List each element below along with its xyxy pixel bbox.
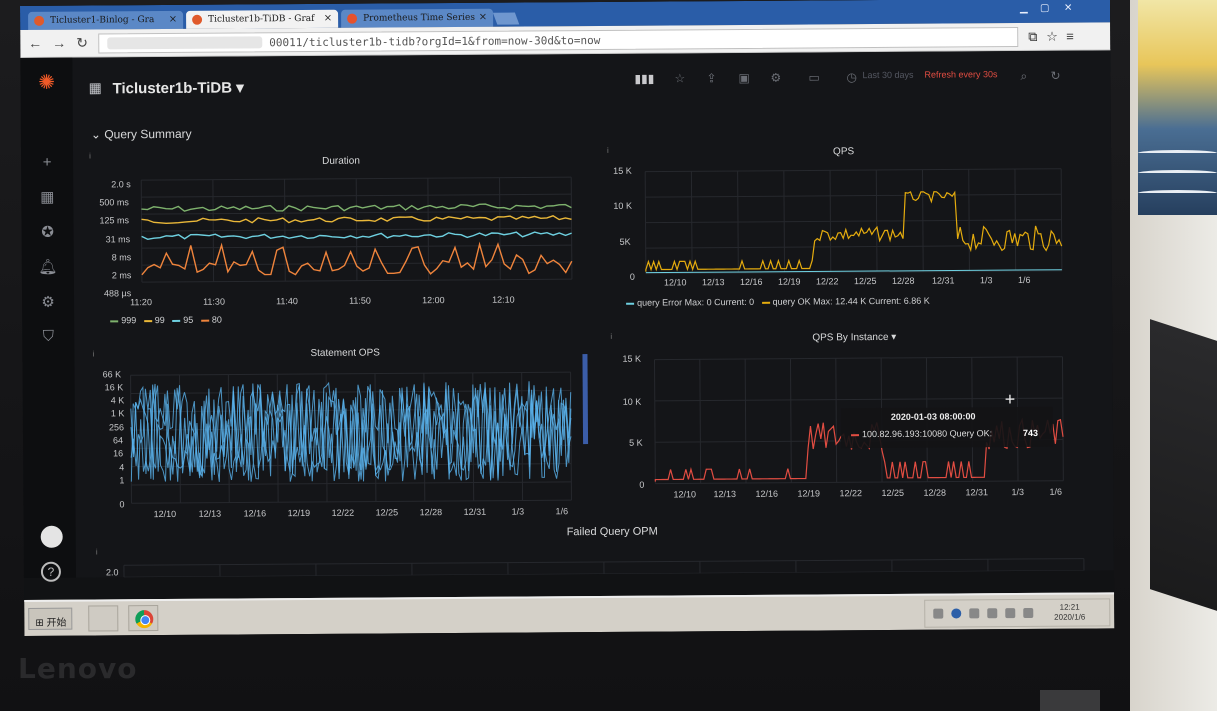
- monitor-stand: [1150, 319, 1217, 611]
- grid-line: [645, 168, 1062, 173]
- tooltip-series: 100.82.96.193:10080 Query OK:: [851, 428, 992, 439]
- grafana-favicon-icon: [192, 14, 203, 25]
- tab-binlog[interactable]: Ticluster1-Binlog - Gra ×: [28, 10, 184, 30]
- query-error-line: [645, 269, 1062, 274]
- maximize-icon[interactable]: ▢: [1040, 2, 1050, 14]
- tooltip-time: 2020-01-03 08:00:00: [890, 411, 976, 422]
- close-tab-icon[interactable]: ×: [478, 11, 488, 23]
- menu-icon[interactable]: ≡: [1066, 28, 1074, 44]
- grid-line: [141, 176, 572, 181]
- grid-line: [130, 375, 132, 504]
- windows-taskbar: ⊞ 开始 12:21 2020/1/6: [24, 592, 1115, 636]
- grafana-favicon-icon: [34, 15, 45, 26]
- grid-line: [227, 374, 230, 503]
- laptop-brand-logo: Lenovo: [18, 652, 138, 685]
- tray-icon[interactable]: [1023, 607, 1034, 619]
- laptop-hinge: [1040, 690, 1100, 711]
- grid-line: [645, 219, 1062, 224]
- help-tray-icon[interactable]: [951, 608, 962, 619]
- series-95-line: [141, 231, 572, 241]
- grid-line: [645, 244, 1062, 249]
- close-window-icon[interactable]: ✕: [1064, 2, 1073, 14]
- series-999-line: [141, 203, 572, 212]
- grid-line: [835, 358, 838, 483]
- grid-line: [130, 389, 571, 395]
- tab-tidb[interactable]: Ticluster1b-TiDB - Graf ×: [186, 9, 339, 29]
- grid-line: [131, 481, 572, 486]
- reload-icon[interactable]: ↻: [76, 34, 89, 51]
- chart-canvas: [123, 168, 1085, 578]
- start-button[interactable]: ⊞ 开始: [28, 607, 73, 630]
- back-icon[interactable]: ←: [28, 34, 43, 51]
- grid-line: [131, 444, 572, 449]
- chrome-icon: [135, 610, 154, 629]
- tab-prometheus[interactable]: Prometheus Time Series ×: [341, 8, 494, 28]
- taskbar-app-chrome[interactable]: [128, 605, 159, 632]
- grid-line: [141, 227, 572, 232]
- system-tray: 12:21 2020/1/6: [924, 598, 1111, 628]
- address-bar[interactable]: 00011/ticluster1b-tidb?orgId=1&from=now-…: [98, 27, 1019, 54]
- panel-title-failed-query-opm[interactable]: Failed Query OPM: [566, 525, 658, 539]
- url-text: 00011/ticluster1b-tidb?orgId=1&from=now-…: [269, 33, 601, 50]
- network-icon[interactable]: [987, 608, 998, 619]
- grafana-app: ✺ + ▦ ✪ 🔔︎ ⚙ ⛉ ? ▦ Ticluster1b-TiDB ▾ ▮▮…: [20, 50, 1114, 582]
- tray-icon[interactable]: [969, 608, 980, 619]
- system-clock[interactable]: 12:21 2020/1/6: [1054, 602, 1086, 622]
- prometheus-favicon-icon: [347, 13, 358, 24]
- tooltip-value: 743: [1022, 427, 1039, 439]
- series-80-line: [141, 241, 573, 276]
- grid-line: [141, 278, 572, 283]
- grid-line: [653, 359, 656, 484]
- translate-icon[interactable]: ⧉: [1028, 28, 1038, 44]
- grid-line: [130, 371, 571, 376]
- grid-line: [141, 244, 572, 249]
- panel-info-icon[interactable]: i: [95, 547, 98, 557]
- grid-line: [1061, 356, 1064, 481]
- grid-line: [654, 397, 1063, 402]
- series-99-line: [141, 215, 572, 224]
- statement-series-line: [130, 382, 572, 482]
- grid-line: [744, 358, 747, 483]
- minimize-icon[interactable]: ▁: [1020, 2, 1028, 15]
- statement-series-line: [130, 381, 572, 482]
- wall-poster: [1138, 0, 1217, 215]
- grid-line: [123, 570, 1084, 578]
- laptop-screen: Ticluster1-Binlog - Gra × Ticluster1b-Ti…: [20, 0, 1115, 636]
- grid-line: [789, 358, 792, 483]
- mouse-cursor-crosshair-icon: +: [1004, 389, 1016, 410]
- redacted-host: [107, 36, 263, 50]
- statement-series-line: [130, 383, 572, 482]
- tray-icon[interactable]: [933, 608, 944, 619]
- query-ok-line: [645, 190, 1063, 272]
- grid-line: [141, 193, 572, 198]
- grid-line: [570, 372, 572, 501]
- grid-line: [374, 373, 377, 502]
- y-tick: 2.0: [105, 567, 119, 578]
- grid-line: [654, 356, 1063, 361]
- forward-icon[interactable]: →: [52, 34, 67, 51]
- close-tab-icon[interactable]: ×: [168, 13, 178, 25]
- grid-line: [123, 558, 1084, 566]
- taskbar-app-explorer[interactable]: [88, 605, 119, 632]
- grid-line: [645, 270, 1062, 275]
- volume-icon[interactable]: [1005, 608, 1016, 619]
- close-tab-icon[interactable]: ×: [323, 12, 333, 24]
- grid-line: [699, 359, 702, 484]
- grid-line: [645, 193, 1062, 198]
- bookmark-star-icon[interactable]: ☆: [1046, 28, 1058, 44]
- grid-line: [655, 480, 1064, 485]
- grid-line: [131, 499, 572, 504]
- grid-line: [141, 210, 572, 215]
- graph-tooltip: 2020-01-03 08:00:00 100.82.96.193:10080 …: [840, 406, 1054, 449]
- grid-line: [521, 372, 524, 501]
- new-tab-button[interactable]: [492, 12, 520, 25]
- panel-scrollbar: [582, 354, 589, 445]
